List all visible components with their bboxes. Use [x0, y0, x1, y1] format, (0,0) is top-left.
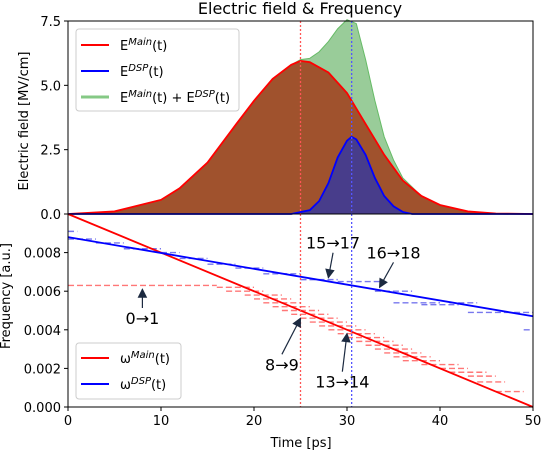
annotation-arrow-head [379, 277, 388, 289]
area-fill-1 [291, 136, 413, 214]
annotation-arrow-head [325, 268, 335, 279]
top-legend-box [75, 28, 240, 112]
annotation-label: 15→17 [306, 234, 360, 253]
series-line-1 [68, 135, 533, 215]
top-ytick-label: 2.5 [40, 144, 61, 159]
chart-title: Electric field & Frequency [198, 0, 402, 18]
series-line-0 [67, 59, 534, 215]
bottom-ytick-label: 0.004 [24, 324, 61, 339]
annotation-label: 8→9 [265, 355, 299, 374]
annotation-arrow-head [137, 288, 148, 298]
annotation-arrow-head [292, 317, 302, 328]
xtick-label: 0 [64, 414, 72, 429]
freq-line-1 [67, 236, 534, 318]
annotation-arrow-head [341, 332, 351, 343]
top-ytick-label: 0.0 [40, 208, 61, 223]
top-y-axis-label: Electric field [MV/cm] [17, 52, 32, 191]
top-legend: EMain(t) EDSP(t) EMain(t) + EDSP(t) [75, 28, 240, 112]
bottom-legend-label-0: ωMain(t) [120, 350, 170, 367]
top-ytick-label: 5.0 [40, 79, 61, 94]
top-ytick-label: 7.5 [40, 15, 61, 30]
annotation-label: 13→14 [315, 373, 369, 392]
bottom-ytick-label: 0.002 [24, 362, 61, 377]
bottom-axes-frame [67, 213, 534, 408]
bottom-ytick-label: 0.000 [24, 401, 61, 416]
bottom-legend: ωMain(t) ωDSP(t) [75, 342, 182, 400]
xtick-label: 10 [153, 414, 170, 429]
bottom-legend-label-1: ωDSP(t) [120, 376, 166, 393]
bottom-ytick-label: 0.008 [24, 247, 61, 262]
annotation-label: 0→1 [126, 309, 160, 328]
top-legend-label-2: EMain(t) + EDSP(t) [120, 89, 230, 106]
bottom-y-axis-label: Frequency [a.u.] [0, 243, 14, 349]
top-legend-label-0: EMain(t) [120, 37, 167, 54]
bottom-ytick-label: 0.006 [24, 285, 61, 300]
xtick-label: 50 [525, 414, 541, 429]
xtick-label: 40 [432, 414, 449, 429]
annotation-label: 16→18 [366, 243, 420, 262]
top-legend-label-1: EDSP(t) [120, 63, 164, 80]
xtick-label: 20 [246, 414, 263, 429]
top-panel: 0.0 2.5 5.0 7.5 EMain(t) EDSP(t) EMain(t) + ED… [40, 15, 534, 223]
xtick-label: 30 [339, 414, 356, 429]
bottom-panel: 0→1 8→9 13→14 15→17 16→18 0.000 0.002 0.004 0.00… [24, 213, 541, 429]
x-axis-label: Time [ps] [269, 436, 331, 450]
